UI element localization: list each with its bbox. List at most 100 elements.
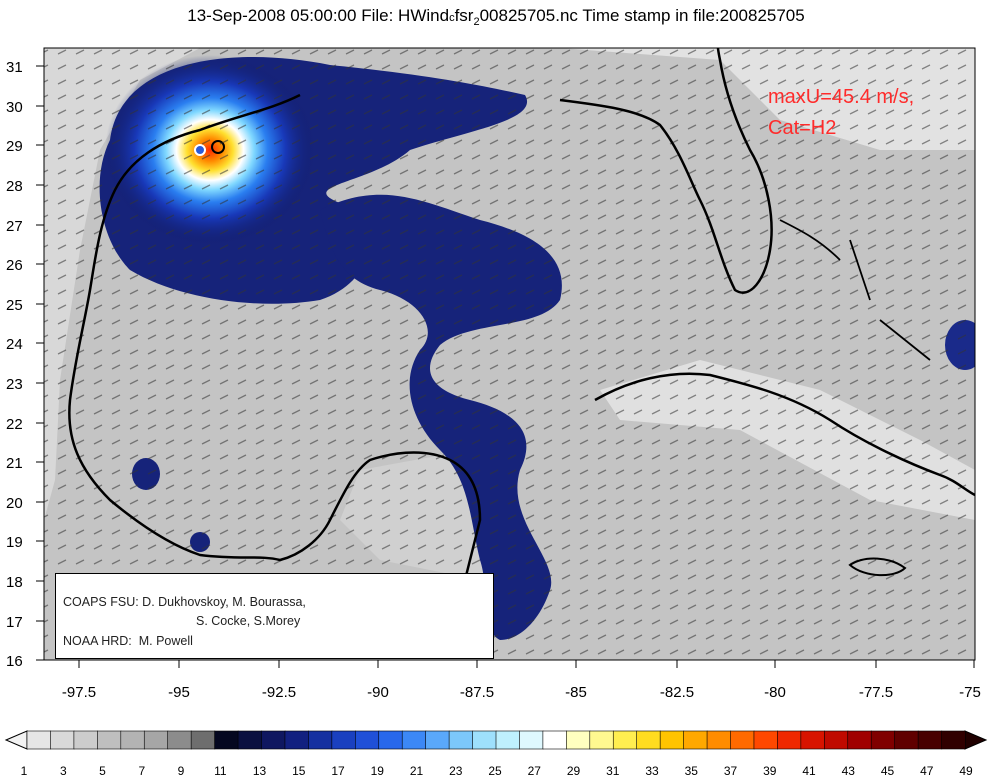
colorbar-label: 39 <box>763 764 777 778</box>
colorbar-label: 7 <box>138 764 145 778</box>
plot-area <box>44 48 975 660</box>
colorbar-cell <box>261 730 286 750</box>
x-tick-label: -82.5 <box>660 684 694 701</box>
colorbar-cell <box>495 730 521 750</box>
colorbar-right-arrow <box>964 730 988 750</box>
coastline-florida <box>559 48 773 294</box>
colorbar-cell <box>800 730 825 750</box>
colorbar-cell <box>683 730 708 750</box>
colorbar-cell <box>612 730 638 750</box>
y-tick-label: 16 <box>6 653 23 670</box>
colorbar-cell <box>50 730 75 750</box>
max-wind-value: maxU=45.4 m/s, <box>768 86 915 108</box>
y-tick-label: 28 <box>6 178 23 195</box>
colorbar-cell <box>378 730 403 750</box>
coastline-gulf <box>68 93 482 581</box>
x-tick-label: -85 <box>565 684 587 701</box>
y-tick-label: 27 <box>6 218 23 235</box>
colorbar-cell <box>331 730 356 750</box>
x-tick-label: -97.5 <box>62 684 96 701</box>
credits-line-2: S. Cocke, S.Morey <box>196 614 301 628</box>
colorbar-label: 37 <box>724 764 738 778</box>
colorbar-cell <box>870 730 896 750</box>
credits-box: COAPS FSU: D. Dukhovskoy, M. Bourassa, S… <box>55 573 494 659</box>
colorbar-label: 43 <box>842 764 856 778</box>
colorbar-label: 45 <box>881 764 895 778</box>
y-tick-label: 20 <box>6 495 23 512</box>
coastline-bahamas <box>779 219 931 361</box>
colorbar-cell <box>636 730 661 750</box>
y-axis: 16 17 18 19 20 21 22 23 24 25 26 27 28 2… <box>6 59 44 670</box>
colorbar-label: 15 <box>292 764 306 778</box>
colorbar-cell <box>894 730 919 750</box>
colorbar-cell <box>519 730 544 750</box>
colorbar-label: 13 <box>253 764 267 778</box>
colorbar-cell <box>284 730 310 750</box>
coastline-cuba <box>594 372 975 497</box>
x-tick-label: -75 <box>959 684 981 701</box>
colorbar-cell <box>753 730 779 750</box>
wind-vector-field <box>44 48 975 660</box>
colorbar-label: 9 <box>178 764 185 778</box>
colorbar-cell <box>730 730 755 750</box>
credits-line-1: COAPS FSU: D. Dukhovskoy, M. Bourassa, <box>63 595 306 609</box>
colorbar-label: 41 <box>802 764 816 778</box>
x-tick-label: -90 <box>367 684 389 701</box>
colorbar-cell <box>659 730 685 750</box>
colorbar-label: 11 <box>214 764 227 778</box>
colorbar-cell <box>472 730 497 750</box>
colorbar: 1 3 5 7 9 11 13 15 17 19 21 23 25 27 29 31 33 35 37 39 41 43 4… <box>4 730 988 778</box>
coastline-jamaica <box>848 557 907 577</box>
colorbar-label: 17 <box>331 764 345 778</box>
colorbar-label: 49 <box>959 764 973 778</box>
colorbar-cell <box>214 730 239 750</box>
y-tick-label: 19 <box>6 534 23 551</box>
y-tick-label: 31 <box>6 59 23 76</box>
title-timestamp: Time stamp in file:200825705 <box>582 6 805 25</box>
y-tick-label: 26 <box>6 257 23 274</box>
colorbar-label: 35 <box>685 764 699 778</box>
title-file-sup: 2 <box>473 16 480 28</box>
colorbar-cell <box>448 730 474 750</box>
title-date: 13-Sep-2008 05:00:00 <box>187 6 357 25</box>
colorbar-label: 29 <box>567 764 581 778</box>
colorbar-cell <box>847 730 872 750</box>
y-tick-label: 29 <box>6 138 23 155</box>
colorbar-cell <box>237 730 263 750</box>
colorbar-cell <box>120 730 145 750</box>
colorbar-cell <box>26 730 52 750</box>
plot-frame <box>43 47 976 661</box>
colorbar-label: 3 <box>60 764 67 778</box>
colorbar-cell <box>917 730 943 750</box>
max-wind-annotation: maxU=45.4 m/s, Cat=H2 <box>768 82 914 144</box>
colorbar-left-arrow <box>4 730 28 750</box>
figure-title: 13-Sep-2008 05:00:00 File: HWindcfsr2008… <box>0 6 992 28</box>
colorbar-cell <box>777 730 802 750</box>
x-tick-label: -87.5 <box>460 684 494 701</box>
x-axis: -97.5 -95 -92.5 -90 -87.5 -85 -82.5 -80 … <box>62 660 981 701</box>
colorbar-label: 27 <box>528 764 542 778</box>
x-tick-label: -77.5 <box>859 684 893 701</box>
y-tick-label: 30 <box>6 99 23 116</box>
colorbar-cell <box>425 730 450 750</box>
colorbar-cell <box>542 730 567 750</box>
colorbar-cell <box>143 730 169 750</box>
title-file-suffix: 00825705.nc <box>479 6 578 25</box>
colorbar-cell <box>190 730 216 750</box>
colorbar-cell <box>706 730 732 750</box>
colorbar-cell <box>167 730 192 750</box>
colorbar-label: 47 <box>920 764 934 778</box>
title-file-prefix: File: HWind <box>361 6 450 25</box>
credits-line-3: NOAA HRD: M. Powell <box>63 634 193 648</box>
y-tick-label: 22 <box>6 416 23 433</box>
y-tick-label: 18 <box>6 574 23 591</box>
colorbar-cell <box>566 730 591 750</box>
y-tick-label: 25 <box>6 297 23 314</box>
colorbar-cell <box>308 730 333 750</box>
x-tick-label: -95 <box>168 684 190 701</box>
y-tick-label: 23 <box>6 376 23 393</box>
colorbar-cell <box>823 730 849 750</box>
colorbar-cell <box>73 730 98 750</box>
colorbar-cell <box>354 730 380 750</box>
